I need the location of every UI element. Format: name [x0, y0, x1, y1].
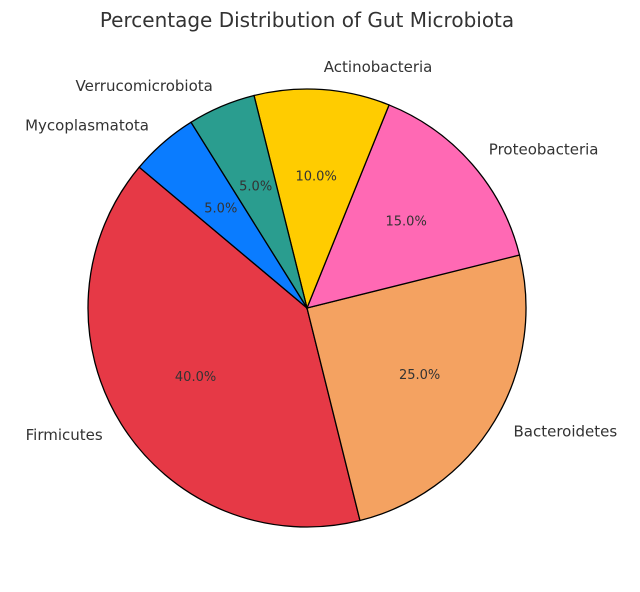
label-firmicutes: Firmicutes [26, 426, 103, 444]
slice-actinobacteria [253, 88, 390, 311]
chart-title: Percentage Distribution of Gut Microbiot… [100, 8, 514, 32]
pct-label-proteobacteria: 15.0% [386, 214, 427, 229]
slice-proteobacteria [305, 104, 521, 309]
slice-firmicutes [87, 166, 361, 528]
pct-label-bacteroidetes: 25.0% [399, 368, 440, 383]
pct-label-verrucomicrobiota: 5.0% [239, 180, 272, 195]
label-verrucomicrobiota: Verrucomicrobiota [76, 77, 213, 95]
labels-group: Firmicutes 40.0% Bacteroidetes 25.0% Proteob… [25, 58, 617, 444]
label-actinobacteria: Actinobacteria [324, 58, 433, 76]
slice-bacteroidetes [306, 254, 527, 522]
slice-mycoplasmatota [138, 121, 308, 309]
pct-label-firmicutes: 40.0% [175, 370, 216, 385]
pct-label-actinobacteria: 10.0% [296, 169, 337, 184]
label-proteobacteria: Proteobacteria [489, 140, 599, 158]
label-mycoplasmatota: Mycoplasmatota [25, 117, 149, 135]
slices-group [87, 88, 527, 528]
pct-label-mycoplasmatota: 5.0% [204, 201, 237, 216]
label-bacteroidetes: Bacteroidetes [513, 423, 617, 441]
